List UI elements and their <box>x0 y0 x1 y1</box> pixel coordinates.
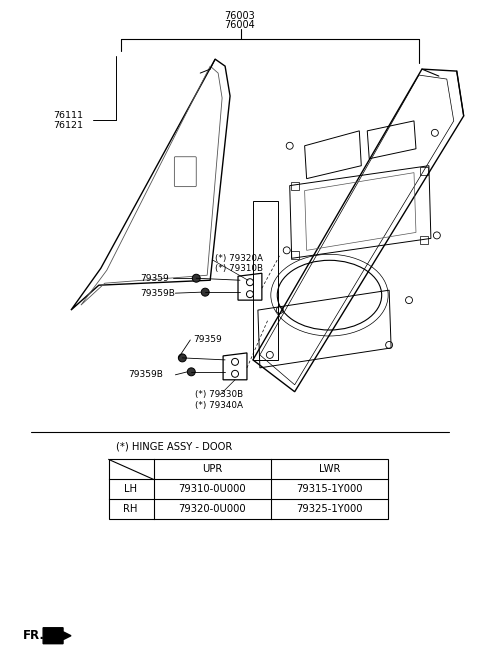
Text: LWR: LWR <box>319 464 340 475</box>
Text: (*) 79310B: (*) 79310B <box>215 264 263 272</box>
Text: (*) 79320A: (*) 79320A <box>215 254 263 263</box>
Text: (*) 79340A: (*) 79340A <box>195 401 243 410</box>
Text: (*) HINGE ASSY - DOOR: (*) HINGE ASSY - DOOR <box>116 442 232 452</box>
Text: LH: LH <box>124 485 137 495</box>
Circle shape <box>187 368 195 376</box>
Text: FR.: FR. <box>23 629 45 642</box>
Circle shape <box>201 288 209 296</box>
Text: 79310-0U000: 79310-0U000 <box>179 485 246 495</box>
Text: 76121: 76121 <box>53 121 83 131</box>
Text: (*) 79330B: (*) 79330B <box>195 391 243 399</box>
Text: 79359B: 79359B <box>129 371 164 379</box>
Text: RH: RH <box>123 505 138 514</box>
Text: 79359B: 79359B <box>141 288 176 298</box>
Text: 79320-0U000: 79320-0U000 <box>179 505 246 514</box>
Circle shape <box>192 274 200 282</box>
Circle shape <box>179 354 186 362</box>
Text: 79359: 79359 <box>141 274 169 282</box>
Text: 79315-1Y000: 79315-1Y000 <box>296 485 363 495</box>
Text: 79325-1Y000: 79325-1Y000 <box>296 505 363 514</box>
Text: 79359: 79359 <box>193 335 222 345</box>
Text: 76111: 76111 <box>53 111 83 121</box>
Text: UPR: UPR <box>202 464 222 475</box>
Text: 76004: 76004 <box>225 21 255 30</box>
Polygon shape <box>43 628 71 644</box>
Text: 76003: 76003 <box>225 11 255 21</box>
